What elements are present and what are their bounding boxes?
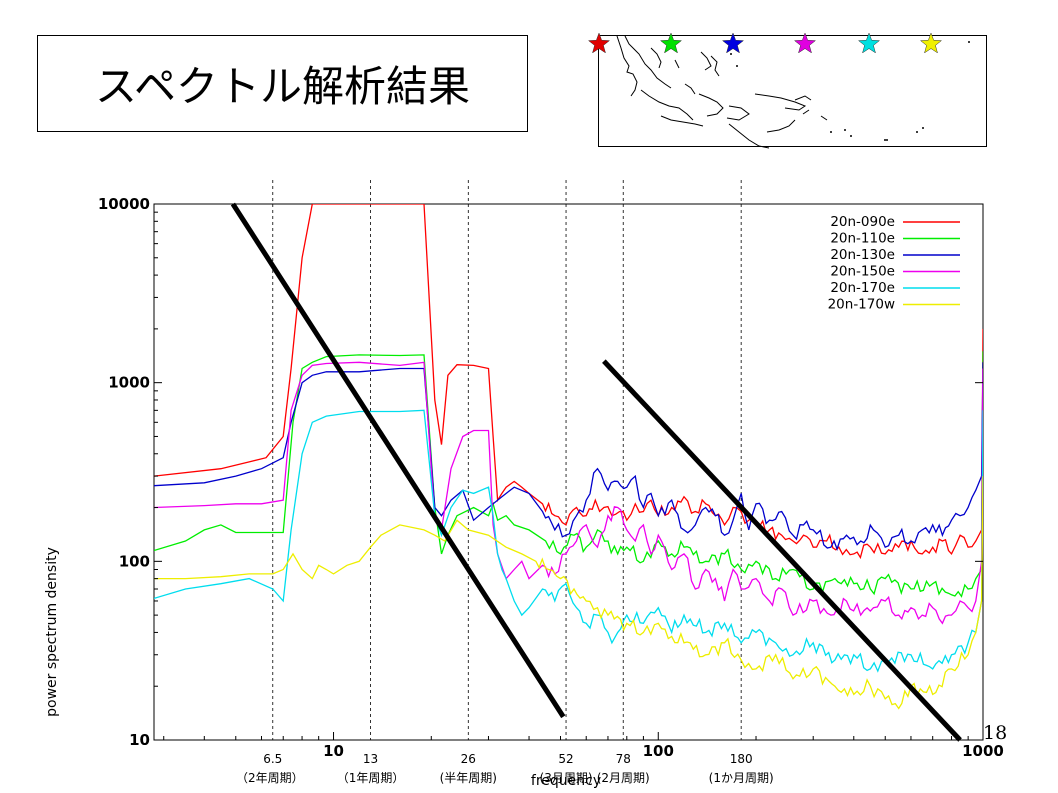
star-icon bbox=[793, 32, 817, 54]
period-label-78: (2月周期) bbox=[596, 771, 650, 785]
y-tick-label-10000: 10000 bbox=[98, 195, 150, 213]
slide-title-box: スペクトル解析結果 bbox=[37, 35, 528, 132]
trend-lines bbox=[230, 202, 962, 742]
period-label-26: (半年周期) bbox=[439, 771, 497, 785]
frequency-label-13: 13 bbox=[362, 752, 379, 766]
y-tick-label-10: 10 bbox=[129, 731, 150, 749]
series-20n-110e bbox=[154, 351, 983, 598]
y-axis-label: power spectrum density bbox=[44, 547, 60, 717]
x-tick-label-100: 100 bbox=[643, 742, 674, 760]
slide-title: スペクトル解析結果 bbox=[94, 62, 471, 111]
map-svg bbox=[587, 32, 970, 149]
period-label-13: （1年周期） bbox=[336, 771, 405, 785]
period-label-52: (3月周期) bbox=[539, 771, 593, 785]
series-20n-170e bbox=[154, 409, 983, 673]
period-label-180: (1か月周期) bbox=[708, 771, 774, 785]
legend-label-20n-150e: 20n-150e bbox=[830, 264, 895, 280]
star-icon bbox=[857, 32, 881, 54]
region-map bbox=[587, 32, 987, 149]
coastline bbox=[616, 35, 828, 149]
legend-label-20n-170w: 20n-170w bbox=[828, 297, 895, 313]
trend-line-2 bbox=[602, 359, 962, 742]
legend-label-20n-170e: 20n-170e bbox=[830, 280, 895, 296]
star-icon bbox=[721, 32, 745, 54]
series-20n-090e bbox=[154, 204, 983, 560]
y-tick-label-1000: 1000 bbox=[108, 374, 150, 392]
period-lines bbox=[272, 180, 742, 740]
x-tick-label-10: 10 bbox=[323, 742, 344, 760]
legend-label-20n-110e: 20n-110e bbox=[830, 231, 895, 247]
legend-label-20n-090e: 20n-090e bbox=[830, 214, 895, 230]
period-label-6.5: （2年周期） bbox=[235, 771, 304, 785]
star-icon bbox=[659, 32, 683, 54]
frequency-label-78: 78 bbox=[615, 752, 631, 766]
frequency-label-6.5: 6.5 bbox=[263, 752, 283, 766]
series-20n-130e bbox=[154, 362, 983, 551]
x-ticks: 10 100 1000 bbox=[163, 732, 1004, 760]
x-tick-label-1000: 1000 bbox=[962, 742, 1004, 760]
legend-label-20n-130e: 20n-130e bbox=[830, 247, 895, 263]
page-number: 18 bbox=[983, 722, 1008, 744]
spectrum-chart: 10 100 1000 10000 10 100 1000 power spectrum … bbox=[44, 180, 1004, 789]
legend: 20n-090e20n-110e20n-130e20n-150e20n-170e… bbox=[828, 214, 960, 313]
frequency-label-52: 52 bbox=[558, 752, 574, 766]
island-dots bbox=[730, 41, 970, 141]
trend-line-1 bbox=[230, 202, 566, 719]
y-tick-label-100: 100 bbox=[119, 552, 150, 570]
x-axis-label: frequency bbox=[531, 773, 601, 789]
series-20n-170w bbox=[154, 476, 983, 710]
star-icon bbox=[919, 32, 943, 54]
site-markers bbox=[587, 32, 943, 54]
frequency-label-26: 26 bbox=[460, 752, 476, 766]
frequency-label-180: 180 bbox=[729, 752, 753, 766]
series-lines bbox=[154, 204, 983, 710]
star-icon bbox=[587, 32, 611, 54]
y-ticks: 10 100 1000 10000 bbox=[98, 195, 983, 749]
